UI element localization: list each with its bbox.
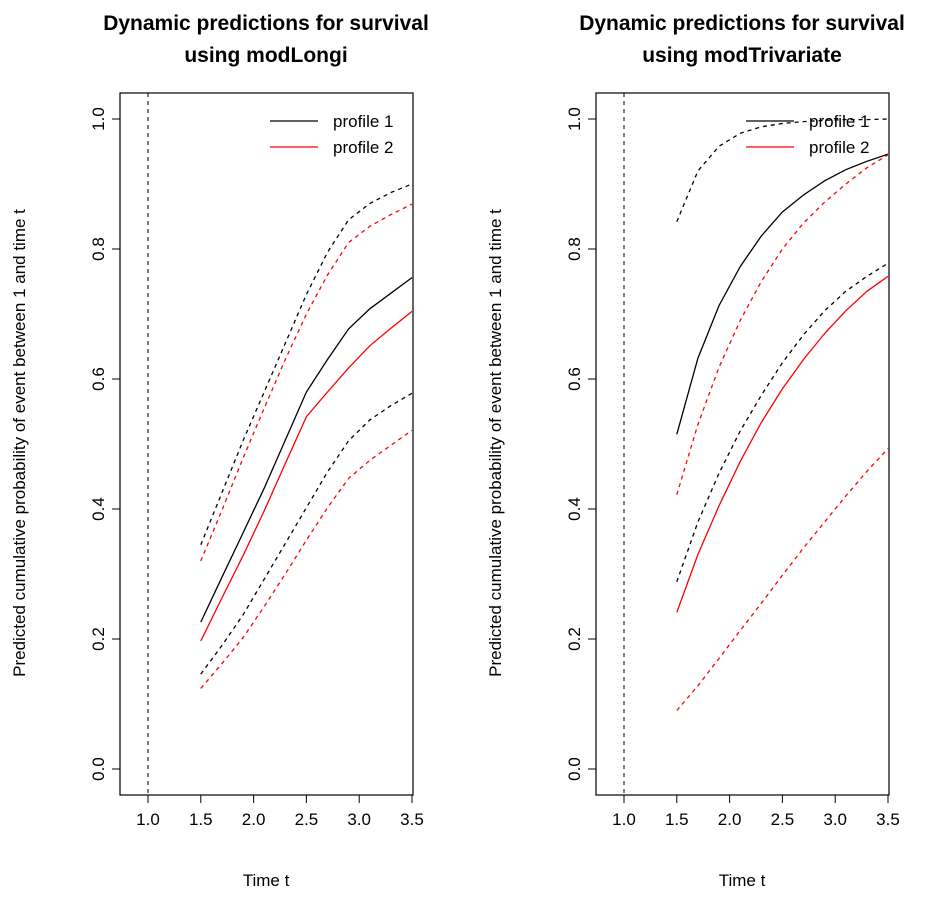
panel-right-title-line-2: using modTrivariate: [642, 44, 842, 67]
panel-right-x-tick-label: 2.5: [771, 810, 795, 829]
panel-left-series-profile-1-lower: [200, 392, 413, 675]
panel-right-series-profile-1-upper: [676, 118, 889, 222]
panel-right-y-tick-label: 1.0: [565, 107, 584, 131]
panel-left-x-tick-label: 3.5: [400, 810, 424, 829]
panel-left: Dynamic predictions for survival using m…: [10, 12, 429, 890]
panel-left-x-tick-label: 3.0: [347, 810, 371, 829]
panel-left-x-tick-label: 1.5: [189, 810, 213, 829]
panel-left-y-tick-label: 0.0: [89, 757, 108, 781]
panel-right-legend: profile 1 profile 2: [746, 112, 869, 157]
panel-left-y-tick-label: 0.4: [89, 497, 108, 521]
panel-right-x-tick-label: 3.0: [823, 810, 847, 829]
panel-right-series-profile-1-lower: [676, 262, 889, 583]
panel-left-title-line-1: Dynamic predictions for survival: [103, 12, 429, 35]
panel-right-x-tick-label: 3.5: [876, 810, 900, 829]
panel-left-legend-label-2: profile 2: [333, 138, 393, 157]
panel-right-series-profile-2-lower: [676, 448, 889, 711]
panel-right-y-tick-label: 0.0: [565, 757, 584, 781]
panel-right-y-tick-label: 0.4: [565, 497, 584, 521]
panel-right-title-line-1: Dynamic predictions for survival: [579, 12, 905, 35]
panel-right-legend-label-1: profile 1: [809, 112, 869, 131]
panel-left-series-profile-1-upper: [200, 183, 413, 546]
panel-right-series-profile-2-upper: [676, 154, 889, 495]
panel-right-x-axis-label: Time t: [719, 871, 766, 890]
panel-right-x-tick-label: 1.0: [612, 810, 636, 829]
panel-left-x-tick-label: 1.0: [136, 810, 160, 829]
panel-left-legend-label-1: profile 1: [333, 112, 393, 131]
panel-left-series-profile-1: [200, 277, 413, 623]
panel-right-y-tick-label: 0.8: [565, 237, 584, 261]
panel-right: Dynamic predictions for survival using m…: [486, 12, 905, 890]
panel-left-plot-frame: [119, 92, 414, 796]
panel-right-y-tick-label: 0.6: [565, 367, 584, 391]
panel-right-y-tick-label: 0.2: [565, 627, 584, 651]
panel-left-x-tick-label: 2.0: [242, 810, 266, 829]
panel-left-plot: 1.0 1.5 2.0 2.5 3.0 3.5 0.0 0.2 0.4 0.6 0.8 1.0: [89, 92, 424, 829]
panel-left-title-line-2: using modLongi: [184, 44, 347, 67]
panel-right-series-profile-2: [676, 275, 889, 613]
panel-right-series-profile-1: [676, 153, 889, 435]
panel-right-plot: 1.0 1.5 2.0 2.5 3.0 3.5 0.0 0.2 0.4 0.6 0.8 1.0: [565, 92, 900, 829]
panel-right-legend-label-2: profile 2: [809, 138, 869, 157]
panel-left-legend: profile 1 profile 2: [270, 112, 393, 157]
panel-left-series-profile-2: [200, 310, 413, 642]
panel-left-x-tick-label: 2.5: [295, 810, 319, 829]
panel-left-x-axis-label: Time t: [243, 871, 290, 890]
panel-left-y-tick-label: 0.8: [89, 237, 108, 261]
panel-right-y-axis-label: Predicted cumulative probability of even…: [486, 209, 505, 677]
panel-left-y-tick-label: 0.6: [89, 367, 108, 391]
panel-left-series-profile-2-upper: [200, 203, 413, 562]
panel-right-x-tick-label: 1.5: [665, 810, 689, 829]
panel-right-x-tick-label: 2.0: [718, 810, 742, 829]
panel-right-plot-frame: [595, 92, 890, 796]
panel-left-y-tick-label: 0.2: [89, 627, 108, 651]
panel-left-y-axis-label: Predicted cumulative probability of even…: [10, 209, 29, 677]
panel-left-y-tick-label: 1.0: [89, 107, 108, 131]
panel-left-series-profile-2-lower: [200, 429, 413, 689]
